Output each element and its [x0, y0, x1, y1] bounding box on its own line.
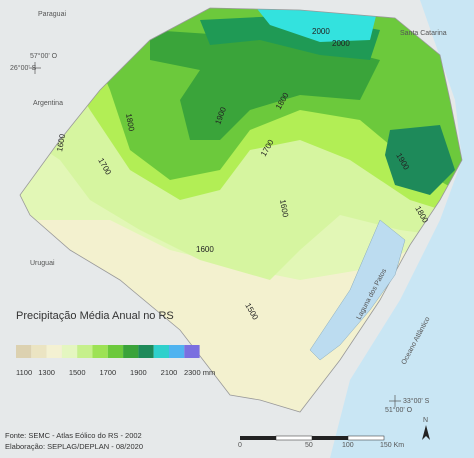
legend-label: 1500 — [69, 368, 86, 377]
coordinate-label: 33°00' S — [403, 397, 430, 405]
coordinates: 57°00' O 26°00' S 33°00' S 51°00' O — [10, 52, 430, 414]
legend-swatch — [123, 345, 139, 358]
legend-swatch — [61, 345, 78, 358]
legend-label: 2300 mm — [184, 368, 215, 377]
legend-label: 1700 — [99, 368, 116, 377]
place-label: Argentina — [33, 100, 63, 107]
place-label: Paraguai — [38, 11, 66, 18]
legend-swatch — [184, 345, 200, 358]
coordinate-label: 57°00' O — [30, 52, 58, 60]
legend-swatch — [77, 345, 93, 358]
place-label: Santa Catarina — [400, 30, 447, 37]
north-label: N — [423, 417, 428, 424]
legend-label: 1300 — [38, 368, 55, 377]
coordinate-label: 26°00' S — [10, 64, 37, 72]
legend-swatch — [153, 345, 169, 358]
legend-swatch — [46, 345, 62, 358]
legend-label: 1100 — [16, 368, 32, 377]
legend: Precipitação Média Anual no RS 1100 1300 1… — [16, 310, 215, 377]
legend-swatch — [169, 345, 185, 358]
ocean — [330, 0, 474, 458]
scale-label: 0 — [238, 442, 242, 449]
contour-label: 1600 — [55, 133, 67, 153]
lagoon — [309, 219, 406, 361]
legend-swatch — [92, 345, 108, 358]
footer-text: Elaboração: SEPLAG/DEPLAN - 08/2020 — [5, 442, 143, 451]
legend-swatch — [138, 345, 154, 358]
legend-swatch — [31, 345, 47, 358]
contour-label: 1800 — [124, 113, 136, 133]
state-border — [19, 7, 463, 413]
contour-label: 1600 — [196, 245, 214, 254]
contour-label: 2000 — [312, 27, 330, 36]
footer-text: Fonte: SEMC - Atlas Eólico do RS - 2002 — [5, 431, 142, 440]
coordinate-label: 51°00' O — [385, 406, 413, 414]
scale-bar: 0 50 100 150 Km — [238, 435, 404, 449]
scale-label: 50 — [305, 442, 313, 449]
legend-title: Precipitação Média Anual no RS — [16, 310, 174, 322]
contour-label: 2000 — [332, 39, 350, 48]
scale-label: 100 — [342, 442, 354, 449]
legend-swatch — [16, 345, 32, 358]
legend-swatch — [107, 345, 124, 358]
scale-label: 150 Km — [380, 442, 404, 449]
place-label: Uruguai — [30, 260, 55, 267]
contour-label: 1600 — [278, 199, 290, 219]
legend-label: 2100 — [161, 368, 178, 377]
legend-label: 1900 — [130, 368, 147, 377]
north-arrow: N — [422, 417, 430, 440]
